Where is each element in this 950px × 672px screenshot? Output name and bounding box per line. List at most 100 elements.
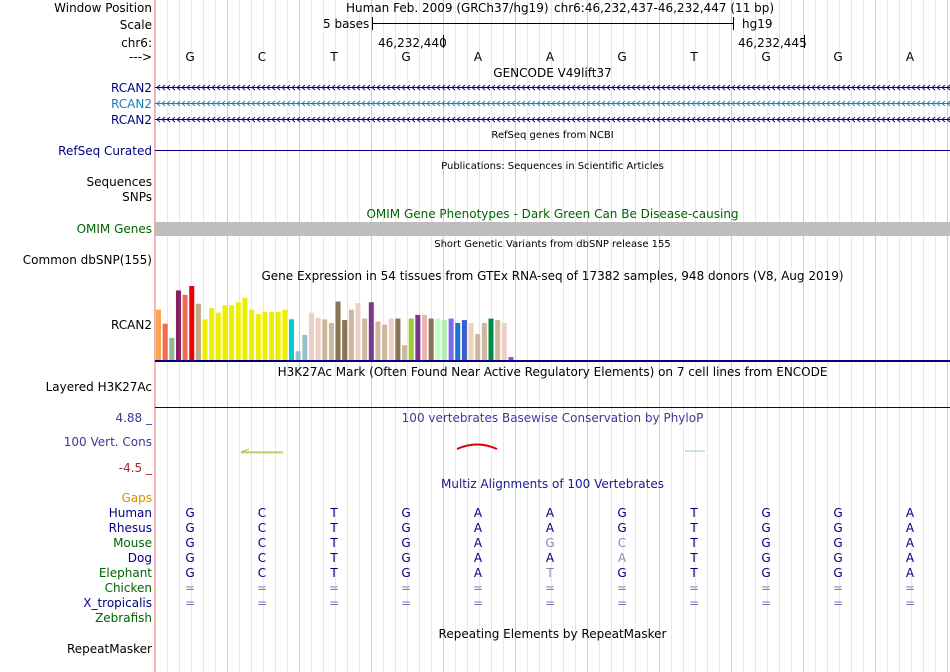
strand-chevron — [661, 100, 666, 107]
gtex-tissue-bar[interactable] — [448, 318, 454, 360]
multiz-base: = — [328, 596, 340, 610]
gtex-tissue-bar[interactable] — [488, 318, 494, 360]
gtex-tissue-bar[interactable] — [202, 319, 208, 360]
gtex-tissue-bar[interactable] — [475, 334, 481, 360]
gtex-tissue-bar[interactable] — [428, 318, 434, 360]
multiz-base: A — [905, 536, 915, 550]
strand-chevron — [791, 116, 796, 123]
gtex-tissue-bar[interactable] — [269, 311, 275, 360]
multiz-gaps-label[interactable]: Gaps — [121, 491, 152, 505]
multiz-species-label[interactable]: Human — [108, 506, 152, 520]
multiz-species-label[interactable]: Zebrafish — [95, 611, 152, 625]
gtex-tissue-bar[interactable] — [422, 314, 427, 360]
gtex-tissue-bar[interactable] — [468, 323, 474, 360]
omim-feature-bar[interactable] — [155, 222, 950, 236]
omim-label[interactable]: OMIM Genes — [76, 222, 152, 236]
gtex-tissue-bar[interactable] — [342, 320, 348, 360]
dbsnp-label[interactable]: Common dbSNP(155) — [22, 253, 152, 267]
gtex-tissue-bar[interactable] — [368, 302, 374, 360]
pubs-label-line1[interactable]: Sequences — [86, 175, 152, 189]
gtex-tissue-bar[interactable] — [328, 323, 334, 360]
pubs-label-line2[interactable]: SNPs — [122, 190, 152, 204]
strand-chevron — [301, 84, 306, 91]
gtex-tissue-bar[interactable] — [189, 286, 195, 360]
h3k27ac-label[interactable]: Layered H3K27Ac — [45, 380, 152, 394]
phylop-signal[interactable] — [155, 430, 950, 470]
gtex-tissue-bar[interactable] — [315, 317, 321, 360]
gtex-tissue-bar[interactable] — [302, 334, 308, 360]
multiz-species-label[interactable]: Elephant — [98, 566, 152, 580]
gtex-tissue-bar[interactable] — [355, 303, 361, 360]
gtex-tissue-bar[interactable] — [222, 305, 228, 360]
gtex-tissue-bar[interactable] — [348, 309, 354, 360]
gencode-transcripts[interactable] — [155, 80, 950, 130]
strand-chevron — [426, 116, 431, 123]
gtex-expression-chart[interactable] — [155, 283, 555, 361]
gtex-tissue-bar[interactable] — [375, 321, 381, 360]
gtex-tissue-bar[interactable] — [495, 320, 501, 360]
gtex-tissue-bar[interactable] — [255, 314, 261, 360]
gtex-tissue-bar[interactable] — [242, 297, 248, 360]
strand-chevron — [326, 100, 331, 107]
strand-chevron — [881, 100, 886, 107]
strand-chevron — [211, 116, 216, 123]
gtex-tissue-bar[interactable] — [156, 309, 161, 360]
gtex-tissue-bar[interactable] — [382, 324, 388, 360]
gtex-tissue-bar[interactable] — [481, 323, 487, 360]
gtex-tissue-bar[interactable] — [435, 318, 441, 360]
gencode-transcript-label[interactable]: RCAN2 — [111, 81, 152, 95]
gtex-tissue-bar[interactable] — [235, 302, 241, 360]
refseq-gene-line[interactable] — [155, 150, 950, 151]
strand-chevron — [506, 100, 511, 107]
gtex-tissue-bar[interactable] — [395, 318, 401, 360]
gtex-tissue-bar[interactable] — [262, 311, 268, 360]
gtex-tissue-bar[interactable] — [408, 318, 414, 360]
gtex-tissue-bar[interactable] — [169, 337, 175, 360]
gtex-tissue-bar[interactable] — [275, 311, 281, 360]
gtex-tissue-bar[interactable] — [308, 312, 314, 360]
strand-chevron — [891, 84, 896, 91]
gtex-tissue-bar[interactable] — [249, 309, 255, 360]
gtex-tissue-bar[interactable] — [182, 294, 188, 360]
gtex-tissue-bar[interactable] — [388, 318, 394, 360]
gtex-tissue-bar[interactable] — [322, 319, 328, 360]
multiz-species-label[interactable]: X_tropicalis — [83, 596, 152, 610]
gtex-tissue-bar[interactable] — [501, 323, 507, 360]
gtex-tissue-bar[interactable] — [209, 308, 215, 360]
gtex-tissue-bar[interactable] — [295, 351, 301, 360]
gtex-label[interactable]: RCAN2 — [111, 318, 152, 332]
strand-chevron — [316, 116, 321, 123]
gtex-tissue-bar[interactable] — [229, 305, 235, 360]
gencode-transcript-label[interactable]: RCAN2 — [111, 113, 152, 127]
gtex-tissue-bar[interactable] — [415, 314, 421, 360]
refseq-label[interactable]: RefSeq Curated — [58, 144, 152, 158]
strand-chevron — [596, 100, 601, 107]
multiz-species-label[interactable]: Mouse — [113, 536, 152, 550]
gencode-transcript-label[interactable]: RCAN2 — [111, 97, 152, 111]
strand-chevron — [511, 116, 516, 123]
gtex-tissue-bar[interactable] — [362, 318, 368, 360]
strand-chevron — [886, 84, 891, 91]
gtex-tissue-bar[interactable] — [162, 323, 168, 360]
gtex-tissue-bar[interactable] — [335, 301, 341, 360]
strand-chevron — [716, 100, 721, 107]
multiz-species-label[interactable]: Rhesus — [108, 521, 152, 535]
gtex-tissue-bar[interactable] — [461, 320, 467, 360]
gtex-tissue-bar[interactable] — [175, 290, 181, 360]
rmsk-label[interactable]: RepeatMasker — [66, 642, 152, 656]
strand-chevron — [836, 116, 841, 123]
gtex-tissue-bar[interactable] — [195, 303, 201, 360]
multiz-species-label[interactable]: Chicken — [104, 581, 152, 595]
gtex-title: Gene Expression in 54 tissues from GTEx … — [261, 269, 844, 283]
gtex-tissue-bar[interactable] — [508, 357, 514, 360]
gtex-tissue-bar[interactable] — [282, 309, 288, 360]
gtex-tissue-bar[interactable] — [289, 319, 294, 360]
gtex-tissue-bar[interactable] — [215, 312, 221, 360]
gtex-tissue-bar[interactable] — [441, 320, 447, 360]
gtex-tissue-bar[interactable] — [402, 345, 408, 360]
multiz-species-label[interactable]: Dog — [127, 551, 152, 565]
phylop-label[interactable]: 100 Vert. Cons — [63, 435, 152, 449]
strand-chevron — [521, 100, 526, 107]
strand-chevron — [346, 116, 351, 123]
gtex-tissue-bar[interactable] — [455, 323, 461, 360]
